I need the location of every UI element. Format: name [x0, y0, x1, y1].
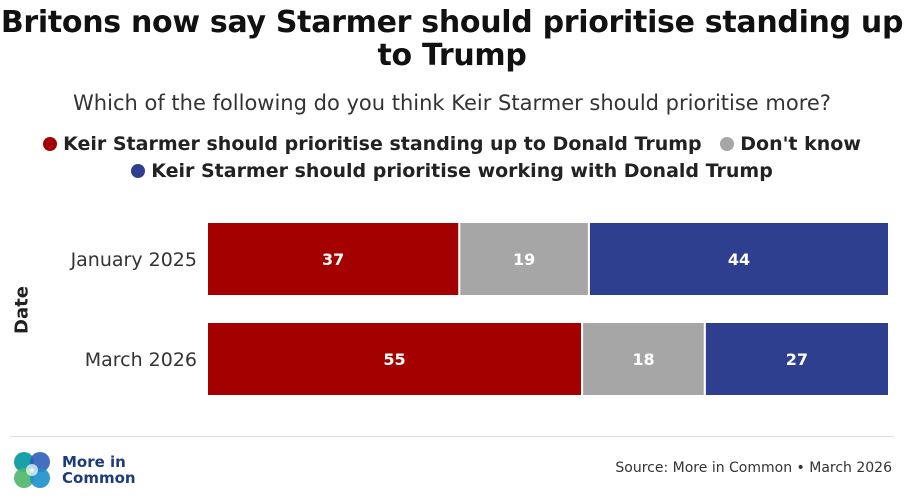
data-label: 44: [728, 250, 750, 269]
bar-segment: [206, 221, 461, 297]
chart-subtitle: Which of the following do you think Keir…: [73, 91, 831, 115]
more-in-common-logo-icon: [14, 452, 50, 488]
logo-text-line: More in Common: [62, 453, 136, 487]
chart-title: Britons now say Starmer should prioritis…: [0, 5, 904, 73]
logo-text: More in Common: [62, 454, 142, 486]
stacked-bar-chart: January 2025 37 19 44 March 2026 55 18 27: [70, 221, 890, 397]
footer-divider: [10, 436, 894, 437]
legend-row-2: Keir Starmer should prioritise working w…: [0, 160, 904, 183]
legend-item-working-with: Keir Starmer should prioritise working w…: [131, 160, 773, 182]
data-label: 37: [322, 250, 344, 269]
data-label: 18: [632, 350, 654, 369]
bar-segment: [703, 321, 890, 397]
data-label: 19: [513, 250, 535, 269]
bar-segment: [587, 221, 890, 297]
category-label: March 2026: [85, 349, 197, 371]
legend-item-dont-know: Don't know: [720, 133, 861, 155]
logo: More in Common: [10, 448, 142, 492]
bar-segment: [581, 321, 706, 397]
bar-segment: [206, 321, 584, 397]
legend-row-1: Keir Starmer should prioritise standing …: [0, 133, 904, 156]
data-label: 27: [786, 350, 808, 369]
legend-label-standing-up: Keir Starmer should prioritise standing …: [63, 133, 702, 155]
y-axis-title: Date: [11, 286, 33, 334]
category-label: January 2025: [70, 249, 197, 271]
bar-segment: [458, 221, 590, 297]
legend-dot-standing-up: [43, 137, 58, 151]
source-note: Source: More in Common • March 2026: [615, 460, 892, 476]
legend-label-working-with: Keir Starmer should prioritise working w…: [151, 160, 773, 182]
legend-label-dont-know: Don't know: [740, 133, 861, 155]
data-label: 55: [383, 350, 405, 369]
legend-dot-working-with: [131, 164, 146, 178]
legend-dot-dont-know: [720, 137, 735, 151]
legend-item-standing-up: Keir Starmer should prioritise standing …: [43, 133, 702, 155]
